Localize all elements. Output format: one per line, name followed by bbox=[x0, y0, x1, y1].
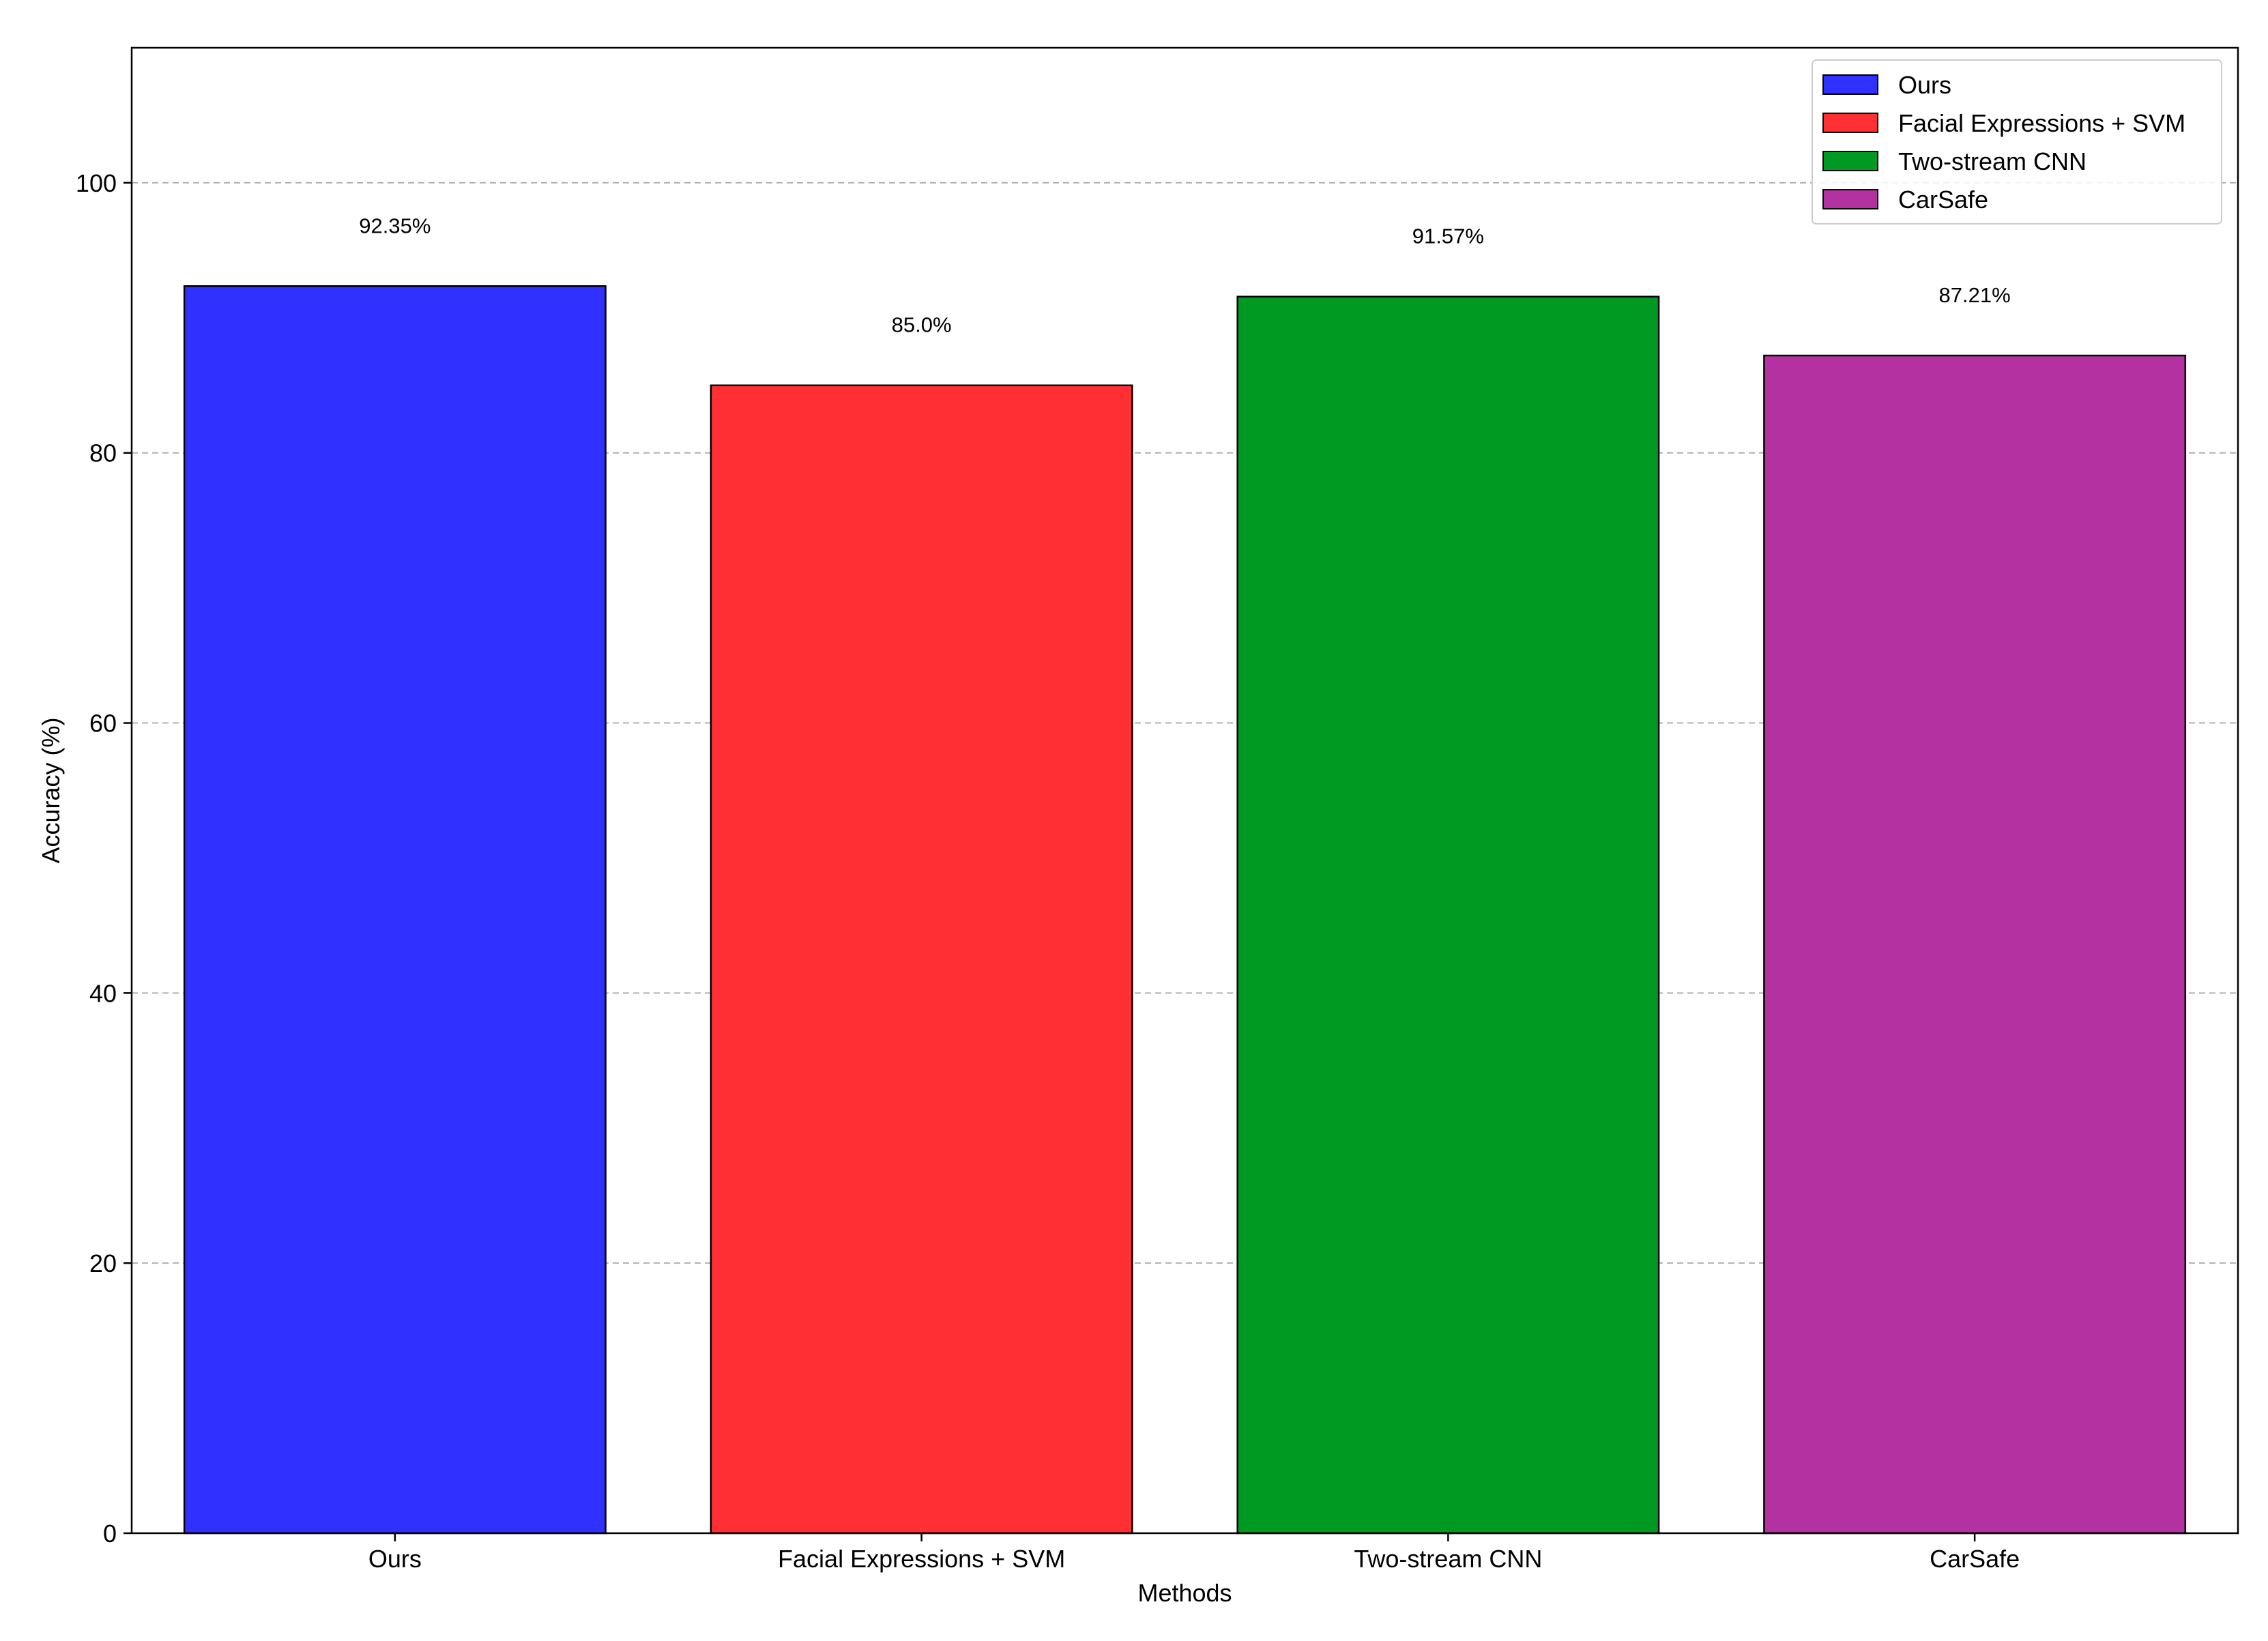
bar-4 bbox=[1763, 354, 2187, 1535]
legend-label: CarSafe bbox=[1898, 186, 1988, 214]
y-tick-label: 100 bbox=[76, 169, 117, 197]
legend-box bbox=[1812, 59, 2222, 224]
legend-label: Ours bbox=[1898, 71, 1951, 99]
legend-swatch bbox=[1822, 113, 1878, 133]
legend-swatch bbox=[1822, 151, 1878, 171]
bar-2 bbox=[710, 384, 1133, 1535]
y-tick-label: 40 bbox=[89, 979, 117, 1007]
legend-label: Two-stream CNN bbox=[1898, 147, 2087, 175]
y-tick-label: 0 bbox=[103, 1520, 117, 1548]
bar-value-label: 87.21% bbox=[1939, 283, 2011, 307]
y-axis-ticks: 0 20 40 60 80 100 bbox=[76, 169, 132, 1548]
y-tick-label: 80 bbox=[89, 439, 117, 467]
legend-swatch bbox=[1822, 74, 1878, 95]
legend-label: Facial Expressions + SVM bbox=[1898, 109, 2185, 137]
y-tick-label: 20 bbox=[89, 1249, 117, 1277]
bars bbox=[183, 285, 2187, 1535]
legend-swatch bbox=[1822, 189, 1878, 209]
plot-frame bbox=[130, 46, 2239, 1535]
x-tick-label: Ours bbox=[368, 1545, 422, 1573]
bar-value-labels: 92.35% 85.0% 91.57% 87.21% bbox=[359, 214, 2010, 336]
bar-value-label: 92.35% bbox=[359, 214, 431, 237]
x-tick-label: Facial Expressions + SVM bbox=[778, 1545, 1065, 1573]
x-tick-label: CarSafe bbox=[1930, 1545, 2020, 1573]
bar-1 bbox=[183, 285, 607, 1535]
legend: Ours Facial Expressions + SVM Two-stream C… bbox=[1812, 59, 2222, 224]
bar-value-label: 85.0% bbox=[892, 313, 952, 337]
y-axis-label: Accuracy (%) bbox=[37, 717, 65, 863]
x-axis-label: Methods bbox=[1137, 1579, 1232, 1607]
bar-value-label: 91.57% bbox=[1412, 224, 1484, 248]
y-tick-label: 60 bbox=[89, 710, 117, 738]
x-axis-ticks: Ours Facial Expressions + SVM Two-stream C… bbox=[368, 1533, 2020, 1573]
x-tick-label: Two-stream CNN bbox=[1354, 1545, 1542, 1573]
bar-3 bbox=[1236, 295, 1660, 1535]
